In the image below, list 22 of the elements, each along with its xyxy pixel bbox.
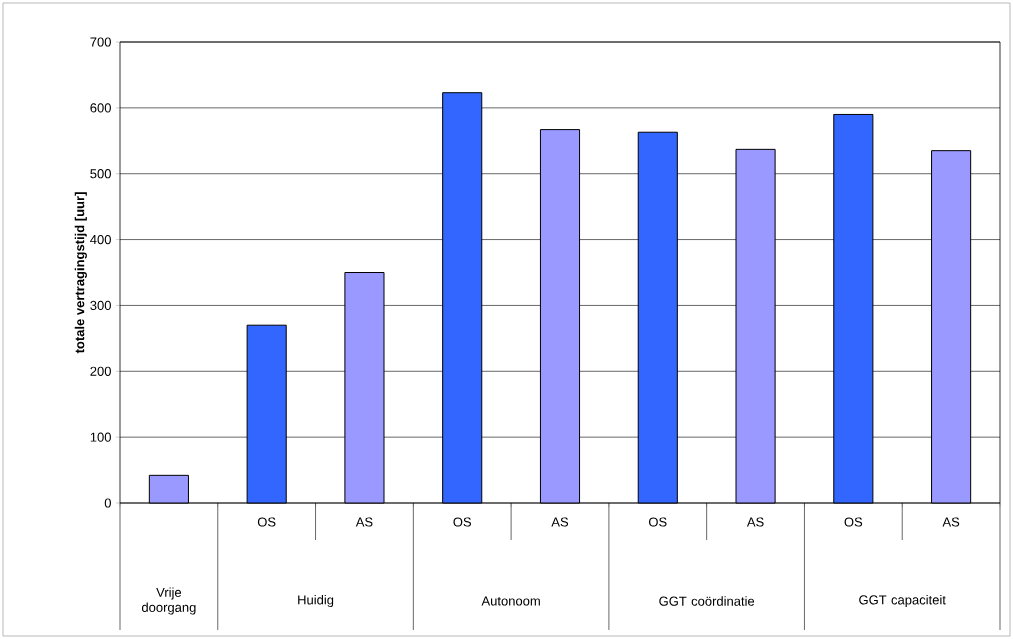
text: GGT coördinatie [659,596,755,606]
x-tick-label: AS [551,517,569,527]
y-tick-label: 400 [90,234,111,245]
y-tick-label: 0 [104,498,111,508]
y-tick-label: 700 [90,37,111,47]
text: Vrije doorgang [141,587,196,615]
y-tick-label: 600 [90,103,111,113]
text: GGT capaciteit [859,594,946,608]
y-tick-label: 500 [90,169,111,179]
y-tick-label: 200 [90,366,111,376]
x-tick-label: AS [746,517,764,527]
y-tick-label: 100 [90,432,111,442]
x-tick-label: OS [257,517,276,527]
x-tick-label: OS [453,517,472,527]
x-tick-label: AS [942,517,960,527]
text: Autonoom [481,596,540,606]
y-axis-title: totale vertragingstijd [uur] [74,192,87,354]
y-tick-label: 300 [90,300,111,311]
x-tick-label: OS [844,517,863,527]
text: Huidig [298,594,334,608]
x-tick-label: AS [355,517,373,527]
x-tick-label: OS [649,517,667,527]
